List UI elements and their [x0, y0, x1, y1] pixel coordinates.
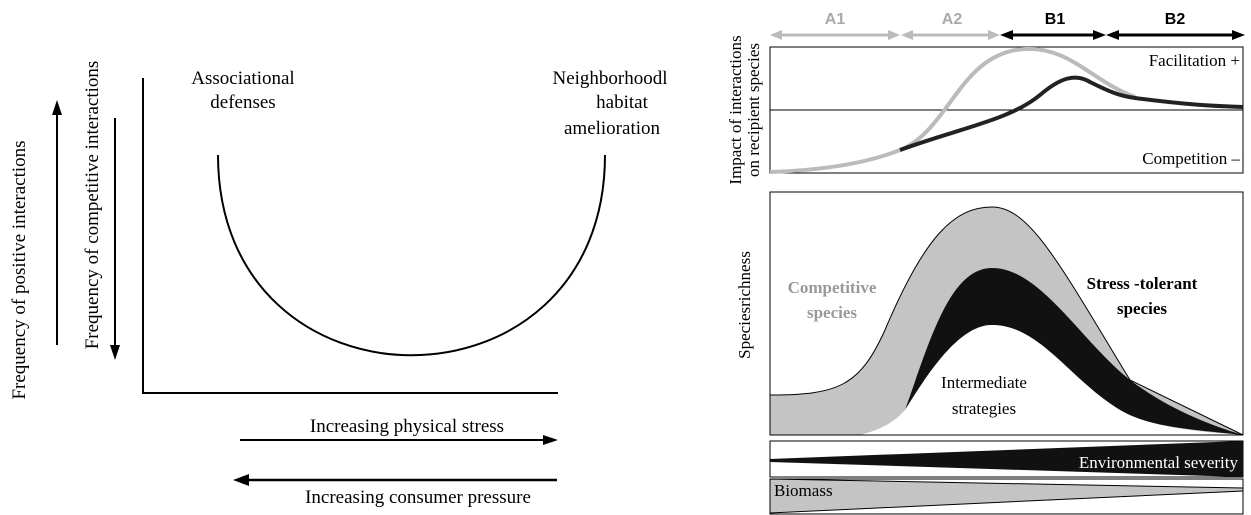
arrow-head — [1000, 30, 1013, 40]
arrow-head — [1106, 30, 1119, 40]
arrow-head — [888, 30, 900, 40]
annotation: amelioration — [564, 118, 661, 139]
phase-label: A1 — [825, 11, 846, 28]
left-panel: Frequency of positive interactions Frequ… — [9, 61, 668, 508]
annotation: Neighborhoodl — [552, 68, 667, 89]
severity-label: Environmental severity — [1079, 453, 1239, 472]
phase-label: B1 — [1045, 11, 1066, 28]
y-label-outer: Frequency of positive interactions — [9, 140, 30, 399]
competitive-label: Competitive — [788, 278, 877, 297]
biomass-label: Biomass — [774, 481, 833, 500]
arrow-label: Increasing consumer pressure — [305, 487, 531, 508]
right-panel: A1 A2 B1 B2 Facilitation + Competition –… — [726, 11, 1245, 515]
facilitation-label: Facilitation + — [1149, 51, 1240, 70]
curve-black — [899, 75, 1244, 152]
annotation: habitat — [596, 92, 648, 113]
severity-wedge — [770, 441, 1243, 477]
curve-grey — [769, 46, 1136, 174]
phase-label: A2 — [942, 11, 963, 28]
competitive-label: species — [807, 303, 857, 322]
intermediate-label: strategies — [952, 399, 1016, 418]
arrow-label: Increasing physical stress — [310, 416, 504, 437]
phase-label: B2 — [1165, 11, 1186, 28]
biomass-wedge — [769, 478, 1244, 514]
stress-tolerant-band — [905, 268, 1243, 435]
bottom-box — [769, 191, 1244, 436]
u-curve — [217, 154, 606, 357]
arrow-head — [1232, 30, 1245, 40]
annotation: Associational — [191, 68, 294, 89]
right-arrow-head — [543, 435, 558, 445]
competition-label: Competition – — [1142, 149, 1240, 168]
stress-tolerant-label: species — [1117, 299, 1167, 318]
arrow-head — [1093, 30, 1106, 40]
left-arrow-head — [233, 474, 249, 486]
intermediate-label: Intermediate — [941, 373, 1027, 392]
stress-tolerant-label: Stress -tolerant — [1087, 274, 1198, 293]
annotation: defenses — [210, 92, 275, 113]
top-y-label: Impact of interactions — [726, 35, 745, 184]
arrow-head — [901, 30, 913, 40]
bottom-y-label: Speciesrichness — [735, 251, 754, 359]
arrow-head — [988, 30, 1000, 40]
up-arrow-head — [52, 100, 62, 115]
intermediate-area — [860, 325, 1243, 435]
y-label-inner: Frequency of competitive interactions — [82, 61, 103, 350]
top-y-label: on recipient species — [744, 43, 763, 177]
down-arrow-head — [110, 345, 120, 360]
arrow-head — [770, 30, 782, 40]
